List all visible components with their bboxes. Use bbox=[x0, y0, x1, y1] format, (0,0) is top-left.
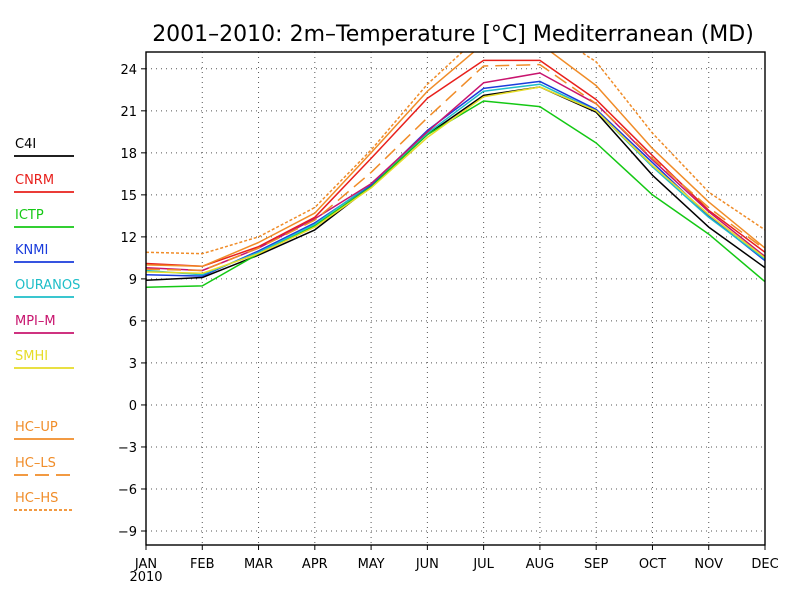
series-line-smhi bbox=[146, 86, 765, 275]
x-tick-label: MAY bbox=[358, 557, 385, 572]
legend-label: SMHI bbox=[15, 349, 48, 364]
y-tick-label: 9 bbox=[129, 273, 137, 288]
y-tick-label: −3 bbox=[118, 441, 137, 456]
legend-label: C4I bbox=[15, 137, 36, 152]
x-sublabel: 2010 bbox=[129, 570, 162, 585]
y-tick-label: 6 bbox=[129, 315, 137, 330]
legend-label: HC–HS bbox=[15, 491, 58, 506]
x-tick-label: FEB bbox=[190, 557, 215, 572]
series-line-hc-up bbox=[146, 52, 765, 268]
x-tick-label: AUG bbox=[526, 557, 554, 572]
legend-label: CNRM bbox=[15, 173, 54, 188]
x-tick-label: JUL bbox=[472, 557, 494, 572]
y-tick-label: 3 bbox=[129, 357, 137, 372]
x-tick-label: DEC bbox=[751, 557, 778, 572]
legend-label: ICTP bbox=[15, 208, 44, 223]
series-line-mpi-m bbox=[146, 72, 765, 272]
legend-label: HC–LS bbox=[15, 456, 56, 471]
x-tick-label: JUN bbox=[415, 557, 439, 572]
series-line-knmi bbox=[146, 80, 765, 277]
series-line-hc-ls bbox=[146, 63, 765, 272]
x-tick-label: MAR bbox=[244, 557, 273, 572]
x-tick-label: SEP bbox=[584, 557, 608, 572]
series-lines bbox=[146, 52, 765, 289]
grid bbox=[146, 52, 765, 545]
legend-label: HC–UP bbox=[15, 420, 58, 435]
y-tick-label: 21 bbox=[120, 105, 137, 120]
y-tick-label: 0 bbox=[129, 399, 137, 414]
series-line-cnrm bbox=[146, 59, 765, 268]
plot-frame bbox=[145, 51, 766, 546]
legend: C4I CNRM ICTP KNMI OURANOS MPI–M SMHI HC–UP HC–L… bbox=[14, 137, 80, 511]
chart-title: 2001–2010: 2m–Temperature [°C] Mediterra… bbox=[152, 22, 754, 47]
x-tick-label: JAN bbox=[134, 557, 157, 572]
legend-label: OURANOS bbox=[15, 278, 80, 293]
y-tick-label: −6 bbox=[118, 483, 137, 498]
legend-label: KNMI bbox=[15, 243, 48, 258]
series-line-hc-hs bbox=[146, 52, 765, 255]
legend-label: MPI–M bbox=[15, 314, 56, 329]
y-tick-label: 18 bbox=[120, 147, 137, 162]
x-tick-label: OCT bbox=[639, 557, 666, 572]
y-tick-label: 15 bbox=[120, 189, 137, 204]
series-line-ouranos bbox=[146, 83, 765, 276]
x-tick-label: NOV bbox=[694, 557, 723, 572]
y-tick-label: −9 bbox=[118, 525, 137, 540]
y-tick-label: 24 bbox=[120, 63, 137, 78]
y-tick-label: 12 bbox=[120, 231, 137, 246]
x-tick-label: APR bbox=[302, 557, 328, 572]
axes: 24 21 18 15 12 9 6 3 0 −3 −6 −9 JAN FEB MAR APR MAY JUN JU… bbox=[118, 63, 779, 572]
